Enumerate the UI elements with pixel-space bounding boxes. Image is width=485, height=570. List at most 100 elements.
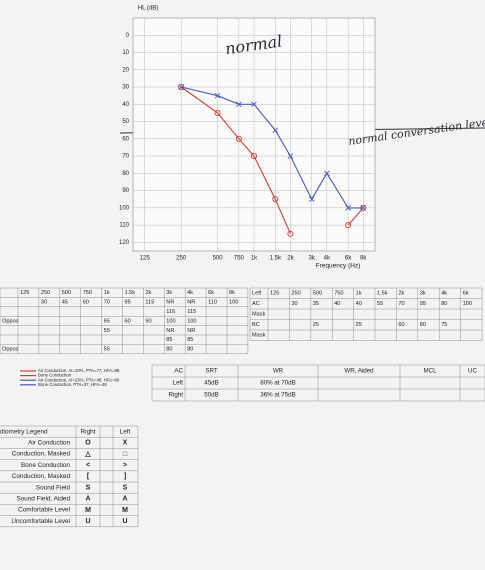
table-cell: 100: [229, 300, 238, 306]
marker: [214, 92, 221, 99]
column-header: MCL: [423, 368, 437, 375]
table-cell: Mask: [252, 333, 266, 339]
legend-label: Sound Field, Aided: [16, 495, 70, 502]
table-cell: 70: [398, 301, 404, 307]
marker: [360, 205, 367, 211]
column-header: WR, Aided: [344, 368, 374, 375]
marker: [345, 205, 351, 211]
table-cell: 115: [145, 300, 154, 306]
legend-label: Bone Conduction, PTA=37, HFA=48: [38, 382, 107, 387]
x-tick-label: 1.5k: [270, 256, 282, 262]
legend-symbol: >: [123, 462, 127, 469]
legend-symbol: M: [122, 507, 128, 514]
y-tick-label: 20: [122, 67, 129, 73]
legend-label: Air Conduction: [28, 439, 70, 446]
marker: [250, 153, 258, 160]
legend-symbol: A: [122, 496, 127, 503]
marker: [272, 196, 279, 203]
column-header: UC: [468, 368, 477, 375]
y-tick-label: 10: [122, 50, 129, 56]
y-tick-label: 120: [119, 240, 130, 246]
table-cell: 45: [62, 300, 68, 306]
column-header: 125: [20, 290, 29, 296]
table-cell: Oppos: [2, 318, 19, 324]
column-header: SRT: [205, 368, 217, 375]
x-tick-label: 750: [234, 256, 245, 262]
column-header: 250: [41, 290, 50, 296]
column-header: 500: [313, 291, 322, 297]
y-tick-label: 100: [119, 205, 130, 211]
marker: [236, 101, 242, 108]
table-cell: 115: [166, 309, 175, 315]
column-header: 3k: [420, 291, 426, 297]
legend-symbol: ]: [124, 473, 126, 480]
table-cell: 30: [41, 300, 47, 306]
table-cell: Oppos: [2, 347, 19, 353]
y-tick-label: 30: [122, 85, 129, 91]
x-tick-label: 6k: [345, 256, 352, 262]
legend-label: Conduction, Masked: [12, 451, 71, 458]
legend-symbol: <: [86, 462, 90, 469]
legend-symbol: S: [86, 484, 91, 491]
table-cell: 55: [104, 328, 110, 334]
marker: [235, 135, 242, 142]
table-cell: 100: [463, 301, 472, 307]
column-header: 1.5k: [377, 291, 388, 297]
x-tick-label: 4k: [324, 256, 331, 262]
y-tick-label: 70: [122, 154, 129, 160]
marker: [345, 222, 352, 229]
y-tick-label: 50: [122, 119, 129, 125]
x-tick-label: 3k: [309, 256, 316, 262]
y-tick-label: 60: [122, 136, 129, 142]
legend-symbol: [: [87, 473, 90, 480]
table-cell: Right: [169, 392, 184, 399]
table-cell: 85: [166, 337, 172, 343]
column-header: 1.5k: [125, 290, 136, 296]
table-cell: Mask: [252, 312, 266, 318]
column-header: Left: [120, 428, 131, 435]
table-cell: AC: [252, 301, 260, 307]
y-tick-label: 40: [122, 102, 129, 108]
x-tick-label: 2k: [287, 256, 294, 262]
column-header: 2k: [145, 290, 151, 296]
x-tick-label: 1k: [251, 256, 258, 262]
x-tick-label: 125: [140, 256, 151, 262]
marker: [324, 170, 330, 177]
column-header: 4k: [441, 291, 447, 297]
table-cell: 65: [104, 318, 110, 324]
table-cell: 25: [313, 322, 319, 328]
legend-symbol: M: [85, 507, 91, 514]
table-cell: 95: [420, 301, 426, 307]
column-header: 3k: [166, 290, 172, 296]
legend-symbol: U: [122, 518, 127, 525]
legend-symbol: U: [85, 518, 90, 525]
legend-label: Air Conduction, AI=23%, PTA=48, HFA=80: [38, 377, 120, 382]
legend-symbol: X: [123, 440, 128, 447]
table-cell: 110: [208, 300, 217, 306]
table-cell: 80: [441, 301, 447, 307]
table-cell: 75: [441, 322, 447, 328]
table-cell: 35: [313, 301, 319, 307]
y-tick-label: 80: [122, 171, 129, 177]
column-header: 750: [83, 290, 92, 296]
marker: [214, 109, 221, 116]
legend-label: Conduction, Masked: [12, 473, 71, 480]
table-cell: 40: [334, 301, 340, 307]
marker: [178, 84, 184, 90]
marker: [308, 196, 315, 203]
table-cell: 100: [187, 318, 196, 324]
marker: [251, 101, 257, 108]
table-cell: 55: [104, 347, 110, 353]
legend-symbol: A: [85, 496, 90, 503]
column-header: 6k: [463, 291, 469, 297]
x-tick-label: 500: [213, 256, 224, 262]
table-cell: 50dB: [204, 392, 218, 399]
table-cell: 70: [104, 300, 110, 306]
chart-title: HL (dB): [138, 6, 158, 12]
series-line: [180, 86, 364, 234]
table-cell: 60: [125, 318, 131, 324]
column-header: WR: [273, 368, 284, 375]
column-header: 750: [334, 291, 343, 297]
table-cell: NR: [166, 328, 174, 334]
